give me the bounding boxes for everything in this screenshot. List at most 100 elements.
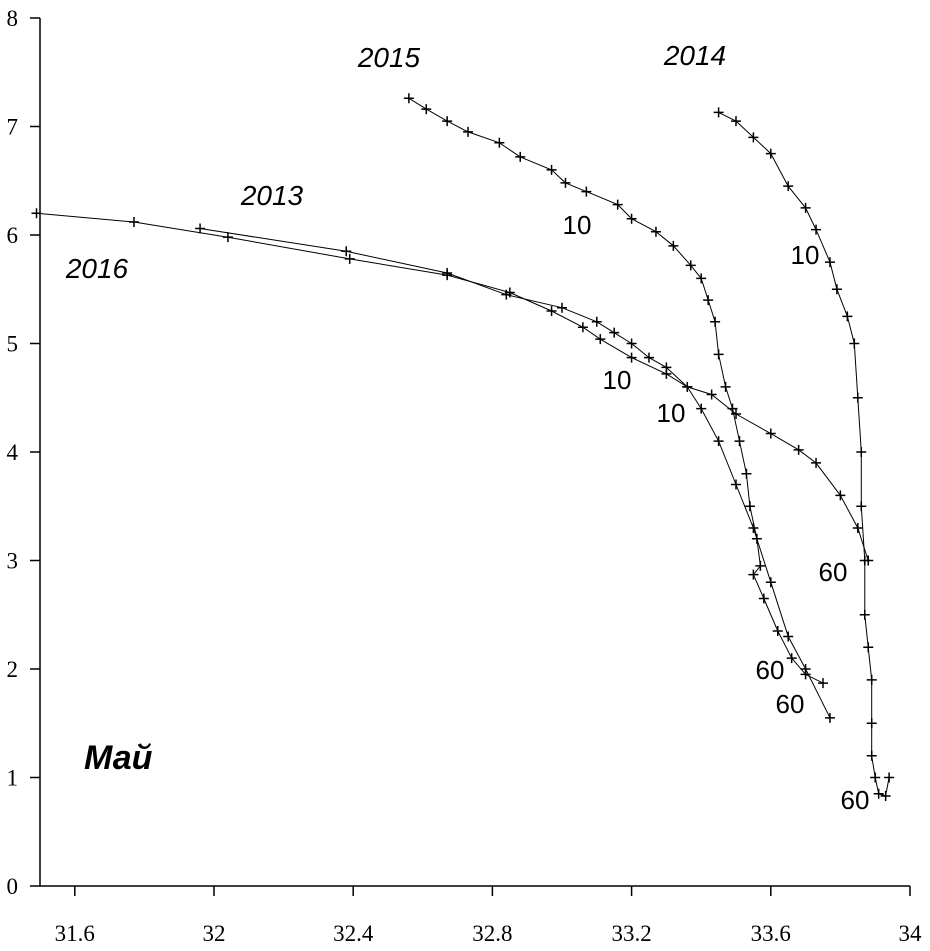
point-marker — [494, 137, 505, 148]
point-marker — [859, 609, 870, 620]
point-marker — [793, 444, 804, 455]
point-marker — [595, 334, 606, 345]
series-line — [36, 212, 869, 561]
point-marker — [842, 311, 853, 322]
x-tick-label: 31.6 — [55, 921, 95, 946]
point-marker — [626, 352, 637, 363]
point-marker — [703, 295, 714, 306]
point-marker — [852, 392, 863, 403]
point-marker — [748, 522, 759, 533]
point-marker — [734, 436, 745, 447]
point-marker — [870, 772, 881, 783]
point-marker — [758, 593, 769, 604]
annotation: 10 — [791, 240, 820, 270]
point-marker — [713, 349, 724, 360]
point-marker — [831, 284, 842, 295]
point-marker — [748, 569, 759, 580]
annotation: 60 — [776, 689, 805, 719]
x-tick-label: 32 — [203, 921, 226, 946]
point-marker — [612, 199, 623, 210]
point-marker — [786, 653, 797, 664]
point-marker — [873, 788, 884, 799]
point-marker — [824, 712, 835, 723]
point-marker — [765, 148, 776, 159]
y-tick-label: 0 — [7, 874, 19, 899]
point-marker — [800, 202, 811, 213]
point-marker — [783, 181, 794, 192]
point-marker — [696, 273, 707, 284]
point-marker — [195, 223, 206, 234]
point-marker — [344, 253, 355, 264]
point-marker — [463, 126, 474, 137]
point-marker — [668, 240, 679, 251]
point-marker — [442, 116, 453, 127]
point-marker — [856, 501, 867, 512]
annotation: 10 — [563, 210, 592, 240]
point-marker — [731, 409, 741, 420]
point-marker — [866, 718, 877, 729]
point-marker — [591, 316, 602, 327]
point-marker — [772, 626, 783, 637]
point-marker — [863, 642, 874, 653]
x-tick-label: 33.2 — [611, 921, 651, 946]
y-tick-label: 4 — [7, 440, 19, 465]
point-marker — [609, 327, 620, 338]
point-marker — [884, 772, 895, 783]
point-marker — [341, 246, 352, 257]
x-tick-label: 32.8 — [472, 921, 512, 946]
point-marker — [800, 664, 811, 674]
y-tick-label: 8 — [7, 6, 19, 31]
annotation: 10 — [603, 365, 632, 395]
point-marker — [644, 352, 654, 363]
point-marker — [560, 177, 571, 188]
point-marker — [852, 522, 863, 533]
point-marker — [755, 560, 766, 571]
x-tick-label: 32.4 — [333, 921, 374, 946]
point-marker — [557, 302, 567, 313]
point-marker — [731, 479, 741, 490]
point-marker — [682, 381, 693, 392]
point-marker — [442, 270, 453, 281]
y-tick-label: 5 — [7, 332, 19, 357]
point-marker — [222, 232, 233, 243]
point-marker — [824, 257, 835, 268]
y-tick-label: 7 — [7, 115, 19, 140]
point-marker — [577, 322, 588, 333]
point-marker — [626, 338, 637, 349]
point-marker — [403, 93, 414, 104]
series-label: 2014 — [663, 40, 726, 71]
y-tick-label: 1 — [7, 766, 19, 791]
point-marker — [765, 428, 776, 439]
point-marker — [504, 287, 515, 298]
point-marker — [626, 213, 637, 224]
point-marker — [31, 208, 42, 219]
point-marker — [661, 368, 672, 379]
point-marker — [713, 436, 724, 447]
y-tick-label: 3 — [7, 549, 19, 574]
point-marker — [650, 226, 661, 237]
series-label: 2016 — [65, 253, 129, 284]
point-marker — [818, 678, 828, 689]
x-tick-label: 33.6 — [751, 921, 791, 946]
point-marker — [546, 305, 557, 316]
annotation: 60 — [819, 557, 848, 587]
annotation: 60 — [841, 785, 870, 815]
x-tick-label: 34 — [899, 921, 923, 946]
series-label: 2015 — [357, 42, 421, 73]
annotation: 60 — [756, 655, 785, 685]
point-marker — [863, 555, 874, 566]
point-marker — [835, 490, 846, 501]
point-marker — [720, 381, 731, 392]
point-marker — [696, 403, 707, 414]
point-marker — [880, 790, 891, 801]
point-marker — [856, 447, 867, 457]
point-marker — [765, 577, 776, 588]
point-marker — [581, 186, 592, 197]
annotation: 10 — [657, 398, 686, 428]
y-tick-label: 2 — [7, 657, 19, 682]
point-marker — [811, 457, 822, 468]
point-marker — [866, 674, 877, 685]
point-marker — [811, 224, 822, 235]
point-marker — [713, 107, 724, 118]
point-marker — [849, 338, 860, 349]
